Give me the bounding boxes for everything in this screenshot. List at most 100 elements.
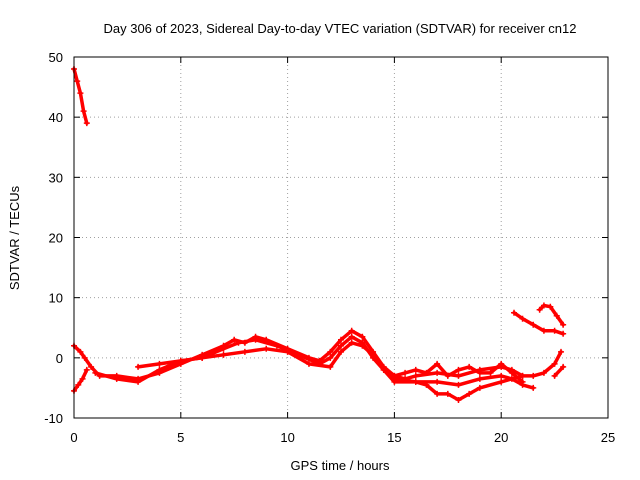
data-point — [220, 345, 227, 352]
data-series — [71, 66, 567, 403]
data-point — [92, 369, 99, 376]
data-point — [519, 315, 526, 322]
data-point — [434, 378, 441, 385]
data-point — [540, 327, 547, 334]
data-point — [77, 90, 84, 97]
y-tick-label: 30 — [49, 170, 63, 185]
data-point — [380, 366, 387, 373]
x-axis-label: GPS time / hours — [291, 458, 390, 473]
data-point — [536, 306, 543, 313]
data-point — [412, 372, 419, 379]
data-point — [359, 342, 366, 349]
grid-lines — [74, 57, 608, 418]
data-point — [530, 384, 537, 391]
data-point — [135, 363, 142, 370]
y-axis-label: SDTVAR / TECUs — [7, 185, 22, 290]
data-point — [81, 354, 88, 361]
data-point — [423, 381, 430, 388]
series-arc-3 — [135, 339, 526, 403]
data-point — [75, 381, 82, 388]
data-point — [434, 360, 441, 367]
data-point — [338, 336, 344, 343]
data-point — [455, 366, 462, 373]
data-point — [476, 384, 483, 391]
data-point — [327, 363, 334, 370]
x-tick-label: 0 — [70, 430, 77, 445]
data-point — [77, 348, 84, 355]
data-point — [83, 120, 90, 127]
data-point — [199, 354, 206, 361]
data-point — [455, 372, 462, 379]
data-point — [455, 381, 462, 388]
data-point — [444, 390, 451, 397]
data-point — [455, 396, 462, 403]
data-point — [305, 360, 312, 367]
x-tick-label: 15 — [387, 430, 401, 445]
series-late-upper-1 — [511, 309, 567, 337]
x-tick-label: 10 — [280, 430, 294, 445]
data-point — [444, 372, 451, 379]
data-point — [83, 366, 90, 373]
data-point — [156, 360, 163, 367]
data-point — [551, 327, 558, 334]
data-point — [348, 327, 355, 334]
series-start-branch — [71, 366, 90, 394]
data-point — [560, 321, 567, 328]
data-point — [370, 351, 377, 358]
data-point — [177, 357, 184, 364]
y-tick-label: 0 — [56, 351, 63, 366]
data-point — [560, 363, 567, 370]
data-point — [498, 378, 505, 385]
data-point — [412, 378, 419, 385]
data-point — [540, 369, 547, 376]
data-point — [338, 348, 344, 355]
data-point — [156, 366, 163, 373]
data-point — [511, 309, 518, 316]
chart-title: Day 306 of 2023, Sidereal Day-to-day VTE… — [103, 21, 576, 36]
x-tick-label: 20 — [494, 430, 508, 445]
data-point — [498, 360, 505, 367]
data-point — [273, 342, 280, 349]
data-point — [135, 378, 142, 385]
data-point — [391, 372, 398, 379]
data-point — [434, 369, 441, 376]
series-arc-4 — [391, 360, 526, 385]
data-point — [476, 369, 483, 376]
data-point — [530, 372, 537, 379]
data-point — [402, 369, 409, 376]
data-point — [551, 360, 558, 367]
data-point — [560, 330, 567, 337]
data-point — [327, 348, 334, 355]
x-tick-label: 5 — [177, 430, 184, 445]
data-point — [220, 351, 227, 358]
data-point — [241, 348, 248, 355]
data-point — [519, 378, 526, 385]
data-point — [348, 333, 355, 340]
data-point — [466, 390, 473, 397]
data-point — [558, 348, 565, 355]
axis-ticks: 0 5 10 15 20 25 -10 0 10 20 30 40 50 — [44, 50, 615, 445]
series-line — [552, 365, 565, 378]
data-point — [338, 342, 344, 349]
series-late-upper-2 — [536, 302, 567, 328]
data-point — [434, 390, 441, 397]
data-point — [74, 78, 81, 85]
data-point — [466, 363, 473, 370]
data-point — [547, 303, 554, 310]
data-point — [498, 372, 505, 379]
data-point — [235, 339, 242, 346]
data-point — [231, 336, 238, 343]
data-point — [252, 336, 259, 343]
x-tick-label: 25 — [601, 430, 615, 445]
data-point — [284, 348, 291, 355]
data-point — [348, 339, 355, 346]
data-point — [540, 302, 547, 309]
data-point — [553, 312, 560, 319]
y-tick-label: 20 — [49, 231, 63, 246]
y-tick-label: 50 — [49, 50, 63, 65]
data-point — [327, 354, 334, 361]
data-point — [551, 372, 558, 379]
data-point — [423, 369, 430, 376]
data-point — [476, 375, 483, 382]
